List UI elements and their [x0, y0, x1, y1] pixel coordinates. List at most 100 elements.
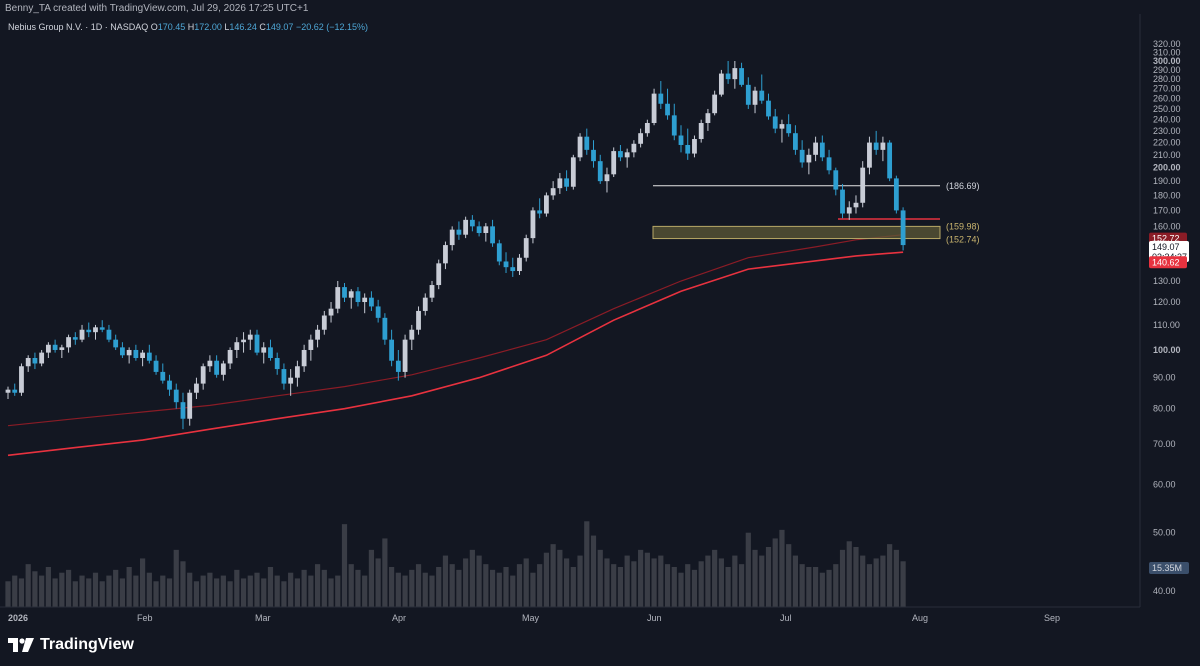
candle-body — [604, 174, 610, 182]
candle-body — [106, 329, 112, 340]
candle — [806, 148, 812, 175]
y-tick-label: 320.00 — [1153, 39, 1181, 49]
zone-top-label: (159.98) — [946, 221, 980, 231]
candle — [712, 90, 718, 116]
candle — [893, 175, 899, 214]
candle-body — [321, 315, 327, 330]
volume-bar — [99, 581, 105, 607]
candle — [887, 140, 893, 182]
candle — [611, 147, 617, 178]
volume-bar — [220, 575, 226, 607]
candle-body — [294, 366, 300, 378]
x-tick-label: 2026 — [8, 613, 28, 623]
volume-bar — [402, 575, 408, 607]
candle-body — [288, 377, 294, 384]
volume-bar — [335, 575, 341, 607]
volume-bar — [476, 555, 482, 607]
volume-bars — [5, 521, 906, 607]
candle — [146, 344, 152, 364]
volume-bar — [900, 561, 906, 607]
candle — [167, 374, 172, 396]
volume-bar — [180, 561, 186, 607]
y-tick-label: 310.00 — [1153, 47, 1181, 57]
candle — [577, 133, 583, 162]
candle-body — [469, 219, 475, 227]
tradingview-icon — [8, 638, 34, 652]
candle-body — [793, 133, 798, 150]
ma-fast-badge-bg — [1149, 256, 1187, 269]
volume-bar — [52, 578, 58, 607]
candle-body — [766, 100, 771, 117]
candle-body — [173, 389, 179, 403]
candle-body — [355, 291, 361, 303]
candle-body — [402, 339, 408, 372]
y-tick-label: 250.00 — [1153, 104, 1181, 114]
volume-bar — [577, 555, 583, 607]
candle-body — [362, 297, 368, 303]
candle-body — [39, 352, 45, 364]
y-tick-label: 130.00 — [1153, 276, 1181, 286]
volume-bar — [18, 578, 25, 607]
tradingview-logo[interactable]: TradingView — [8, 636, 134, 654]
volume-bar — [341, 524, 348, 607]
volume-bar — [301, 569, 307, 607]
volume-bar — [281, 581, 287, 607]
candle-body — [900, 210, 906, 246]
y-tick-label: 220.00 — [1153, 138, 1181, 148]
support-zone — [652, 185, 941, 240]
volume-bar — [712, 549, 718, 607]
candle — [45, 342, 51, 358]
candle-body — [375, 306, 381, 318]
volume-badge-text: 15.35M — [1152, 563, 1182, 573]
volume-bar — [240, 578, 247, 607]
volume-bar — [685, 564, 691, 607]
volume-bar — [765, 547, 772, 607]
candle-body — [678, 135, 684, 145]
candle — [301, 344, 307, 372]
candle — [268, 339, 273, 361]
volume-bar — [738, 564, 745, 607]
candle — [66, 334, 71, 353]
volume-bar — [853, 547, 859, 607]
candles — [5, 61, 906, 430]
chart-credit: Benny_TA created with TradingView.com, J… — [5, 3, 309, 14]
candle-body — [739, 68, 744, 85]
volume-bar — [651, 558, 657, 607]
volume-bar — [537, 564, 543, 607]
volume-bar — [806, 567, 812, 607]
y-tick-label: 170.00 — [1153, 205, 1181, 215]
high-value: 172.00 — [194, 22, 222, 32]
candle — [402, 334, 408, 378]
candle — [665, 88, 670, 120]
volume-bar — [638, 549, 644, 607]
candle — [772, 108, 778, 134]
candle-body — [214, 360, 220, 375]
y-tick-label: 80.00 — [1153, 404, 1176, 414]
candle — [294, 360, 300, 387]
candle — [564, 170, 569, 192]
volume-bar — [644, 552, 650, 607]
candle-body — [301, 349, 307, 367]
candle — [779, 119, 785, 143]
demand-zone — [652, 225, 941, 240]
y-tick-label: 200.00 — [1153, 163, 1181, 173]
candle-body — [220, 363, 226, 375]
volume-bar — [314, 564, 321, 607]
candle — [281, 363, 287, 390]
candle — [207, 355, 213, 372]
candle-body — [436, 263, 442, 286]
volume-bar — [510, 575, 516, 607]
volume-bar — [133, 575, 139, 607]
volume-bar — [658, 555, 664, 607]
volume-bar — [86, 578, 92, 607]
candle — [692, 135, 697, 158]
y-tick-label: 230.00 — [1153, 126, 1181, 136]
candle-body — [631, 143, 637, 153]
y-tick-label: 50.00 — [1153, 527, 1176, 537]
candle — [32, 352, 38, 370]
volume-bar — [355, 569, 361, 607]
candle-body — [819, 142, 825, 158]
candle — [557, 172, 563, 194]
volume-bar — [72, 581, 78, 607]
